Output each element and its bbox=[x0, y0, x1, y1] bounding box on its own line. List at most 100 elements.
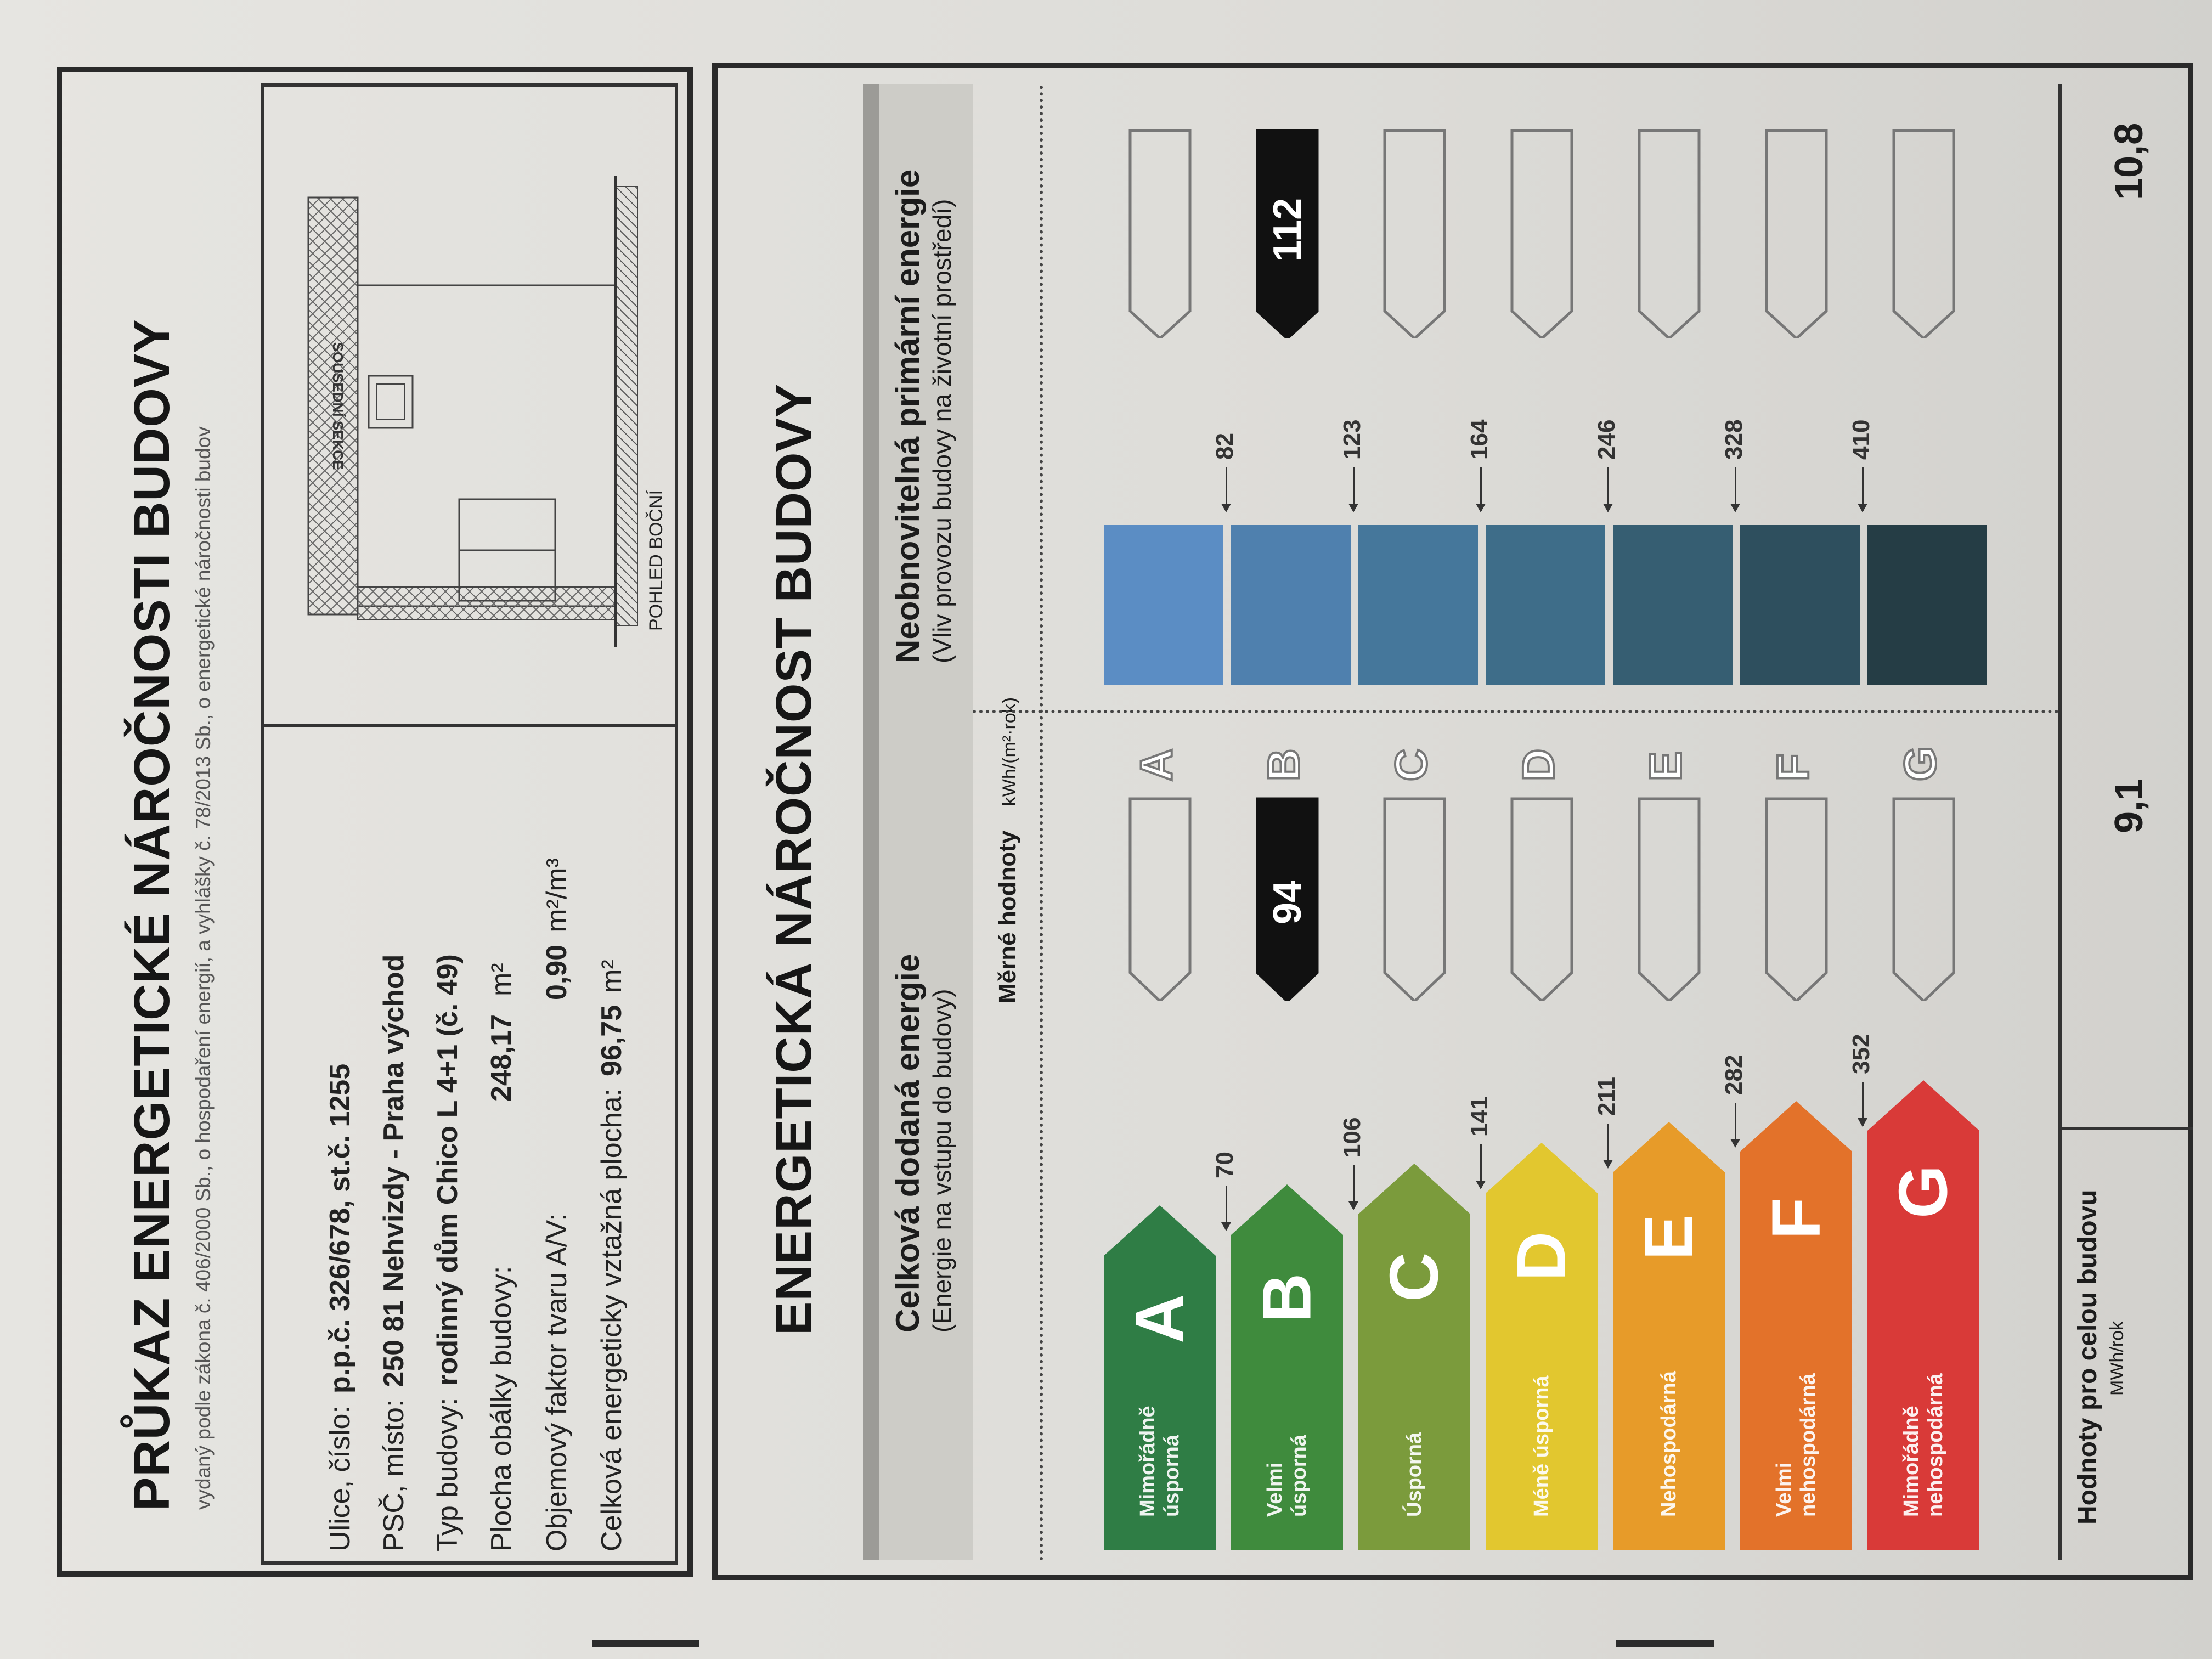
primary-energy-subheading: (Vliv provozu budovy na životní prostřed… bbox=[928, 199, 956, 663]
info-divider bbox=[261, 724, 678, 727]
primary-threshold: 123 bbox=[1339, 420, 1366, 511]
energy-class-description: Velmi nehospodárná bbox=[1773, 1373, 1820, 1517]
arrow-left-icon bbox=[1861, 1082, 1864, 1126]
primary-energy-indicator: 112 bbox=[1256, 129, 1319, 338]
delivered-energy-value: 94 bbox=[1265, 880, 1310, 924]
delivered-energy-heading: Celková dodaná energie bbox=[889, 953, 926, 1333]
arrow-left-icon bbox=[1352, 1165, 1355, 1209]
info-row: Celková energeticky vztažná plocha: 96,75… bbox=[595, 960, 628, 1551]
info-value: 250 81 Nehvizdy - Praha východ bbox=[378, 954, 410, 1387]
arrow-left-icon bbox=[1607, 467, 1609, 511]
primary-energy-slot bbox=[1892, 129, 1955, 338]
info-row: Typ budovy: rodinný dům Chico L 4+1 (č. 4… bbox=[431, 954, 464, 1551]
info-label: Ulice, číslo: bbox=[324, 1406, 356, 1551]
primary-energy-bar-g bbox=[1867, 525, 1987, 685]
arrow-left-icon bbox=[1352, 467, 1355, 511]
energy-class-letter: D bbox=[1503, 1231, 1580, 1281]
delivered-threshold: 70 bbox=[1211, 1152, 1239, 1230]
dotted-divider-horizontal bbox=[1040, 84, 1043, 1560]
threshold-value: 82 bbox=[1211, 433, 1238, 460]
brick-column bbox=[357, 586, 616, 620]
primary-energy-bar-d bbox=[1486, 525, 1605, 685]
info-unit: m²/m³ bbox=[541, 858, 573, 933]
threshold-value: 246 bbox=[1593, 419, 1620, 460]
energy-class-letter: A bbox=[1121, 1294, 1198, 1344]
energy-class-letter: B bbox=[1249, 1273, 1325, 1323]
info-value: 96,75 bbox=[596, 1005, 628, 1076]
arrow-left-icon bbox=[1480, 1144, 1482, 1188]
info-value: rodinný dům Chico L 4+1 (č. 49) bbox=[432, 954, 464, 1386]
rating-title: ENERGETICKÁ NÁROČNOST BUDOVY bbox=[766, 383, 822, 1335]
class-letter-marker: G bbox=[1894, 745, 1946, 782]
arrow-left-icon bbox=[1734, 1103, 1736, 1147]
threshold-value: 328 bbox=[1720, 419, 1747, 460]
energy-class-description: Méně úsporná bbox=[1530, 1375, 1553, 1517]
delivered-threshold: 352 bbox=[1848, 1034, 1875, 1126]
info-value: 248,17 bbox=[486, 1014, 517, 1102]
energy-class-description: Úsporná bbox=[1403, 1432, 1426, 1517]
class-letter-marker: F bbox=[1767, 753, 1819, 782]
certificate-title: PRŮKAZ ENERGETICKÉ NÁROČNOSTI BUDOVY bbox=[124, 319, 180, 1511]
view-label: POHLED BOČNÍ bbox=[646, 490, 667, 631]
primary-energy-value: 112 bbox=[1265, 198, 1310, 262]
threshold-value: 211 bbox=[1593, 1077, 1620, 1116]
energy-class-description: Mimořádně nehospodárná bbox=[1900, 1373, 1947, 1517]
energy-class-band-b: Velmi úsporná B bbox=[1231, 1184, 1343, 1550]
energy-class-letter: E bbox=[1630, 1214, 1707, 1260]
specific-values-unit: kWh/(m²·rok) bbox=[999, 697, 1020, 806]
info-label: Objemový faktor tvaru A/V: bbox=[541, 1213, 573, 1551]
threshold-value: 141 bbox=[1466, 1096, 1493, 1137]
info-label: Typ budovy: bbox=[432, 1397, 464, 1551]
delivered-energy-indicator: 94 bbox=[1256, 797, 1319, 1001]
totals-column-divider bbox=[2058, 1127, 2193, 1130]
threshold-value: 282 bbox=[1720, 1054, 1747, 1095]
primary-energy-heading: Neobnovitelná primární energie bbox=[889, 169, 926, 663]
primary-threshold: 82 bbox=[1211, 433, 1239, 511]
class-letter-marker: C bbox=[1385, 748, 1437, 782]
class-letter-marker: B bbox=[1258, 748, 1310, 782]
delivered-threshold: 282 bbox=[1720, 1055, 1748, 1147]
specific-values-title: Měrné hodnoty bbox=[994, 830, 1021, 1003]
info-row: Plocha obálky budovy: 248,17 m² bbox=[485, 963, 518, 1551]
delivered-energy-slot bbox=[1510, 797, 1573, 1001]
delivered-threshold: 106 bbox=[1339, 1118, 1366, 1209]
info-unit: m² bbox=[486, 963, 517, 996]
class-letter-marker: D bbox=[1513, 748, 1565, 782]
primary-energy-slot bbox=[1765, 129, 1828, 338]
info-row: PSČ, místo: 250 81 Nehvizdy - Praha výcho… bbox=[377, 955, 410, 1551]
arrow-left-icon bbox=[1861, 467, 1864, 511]
threshold-value: 164 bbox=[1466, 419, 1493, 460]
total-primary-energy: 10,8 bbox=[2107, 122, 2151, 200]
energy-class-description: Nehospodárná bbox=[1657, 1370, 1680, 1517]
arrow-left-icon bbox=[1734, 467, 1736, 511]
primary-threshold: 246 bbox=[1593, 420, 1621, 511]
info-value: 0,90 bbox=[541, 944, 573, 1000]
binder-mark bbox=[592, 1640, 699, 1647]
primary-energy-slot bbox=[1638, 129, 1701, 338]
class-letter-marker: E bbox=[1640, 750, 1692, 782]
totals-unit: MWh/rok bbox=[2107, 1321, 2128, 1396]
threshold-value: 106 bbox=[1339, 1117, 1365, 1158]
energy-class-letter: F bbox=[1758, 1197, 1835, 1239]
primary-energy-slot bbox=[1510, 129, 1573, 338]
binder-mark bbox=[1616, 1640, 1714, 1647]
threshold-value: 123 bbox=[1339, 419, 1365, 460]
wall-elevation bbox=[357, 284, 617, 607]
delivered-energy-slot bbox=[1765, 797, 1828, 1001]
primary-threshold: 164 bbox=[1466, 420, 1493, 511]
arrow-left-icon bbox=[1225, 1186, 1227, 1230]
primary-energy-slot bbox=[1128, 129, 1192, 338]
primary-energy-bar-e bbox=[1613, 525, 1733, 685]
energy-class-letter: G bbox=[1885, 1165, 1962, 1218]
upper-window-inner bbox=[376, 383, 405, 420]
info-label: Celková energeticky vztažná plocha: bbox=[596, 1088, 628, 1551]
info-row: Objemový faktor tvaru A/V: 0,90 m²/m³ bbox=[540, 858, 573, 1551]
primary-energy-bar-b bbox=[1231, 525, 1351, 685]
energy-class-description: Mimořádně úsporná bbox=[1136, 1406, 1183, 1517]
delivered-energy-slot bbox=[1128, 797, 1192, 1001]
primary-threshold: 328 bbox=[1720, 420, 1748, 511]
primary-energy-bar-f bbox=[1740, 525, 1860, 685]
arrow-left-icon bbox=[1225, 467, 1227, 511]
dotted-divider-vertical bbox=[973, 710, 2059, 713]
energy-class-description: Velmi úsporná bbox=[1263, 1435, 1311, 1517]
